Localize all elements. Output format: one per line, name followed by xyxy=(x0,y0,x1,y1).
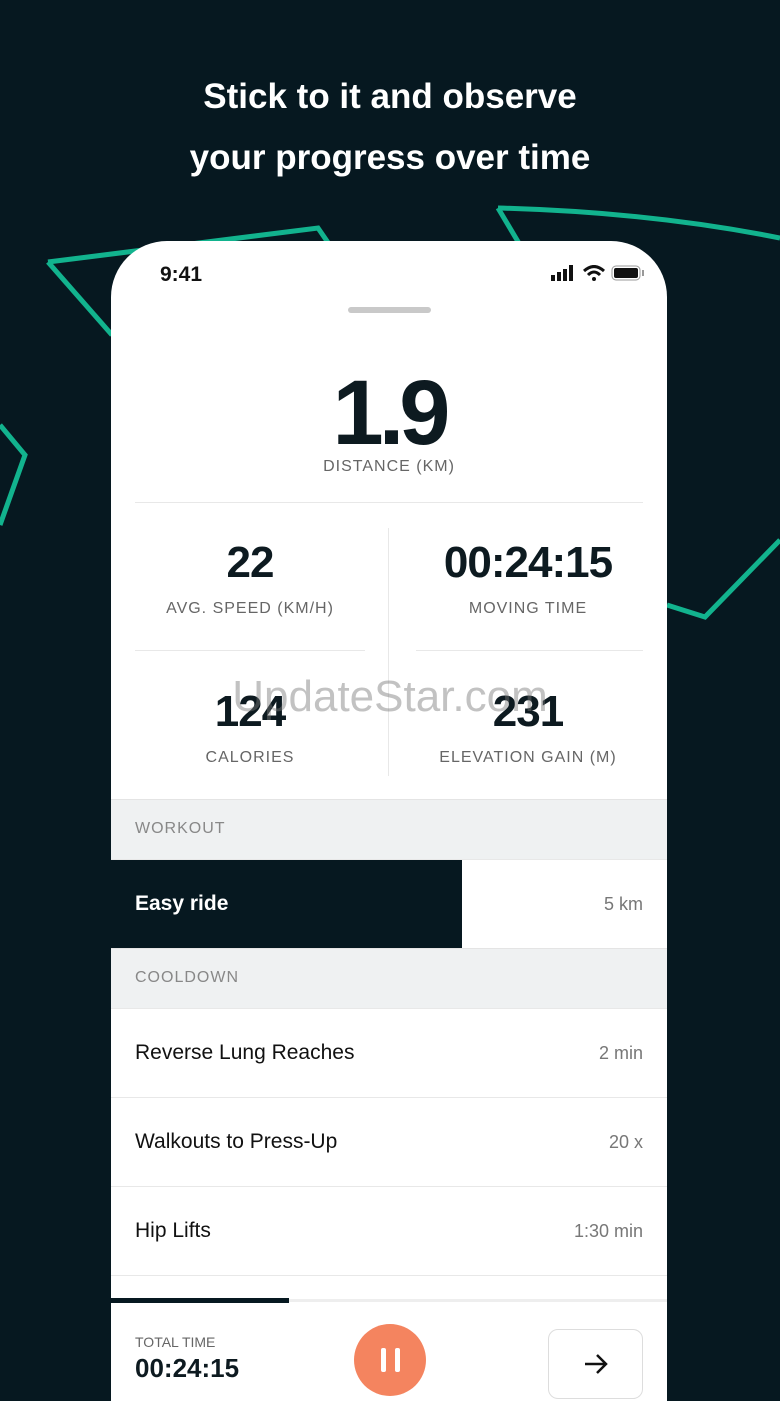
section-header-cooldown: COOLDOWN xyxy=(111,948,667,1008)
total-time-value: 00:24:15 xyxy=(135,1353,240,1383)
next-button[interactable] xyxy=(548,1329,643,1399)
pause-icon xyxy=(380,1348,386,1372)
distance-value: 1.9 xyxy=(332,362,451,464)
list-item-partial xyxy=(111,1275,667,1305)
list-item-active[interactable]: Easy ride 5 km xyxy=(111,859,667,948)
drag-handle[interactable] xyxy=(348,307,431,313)
stat-moving-time: 00:24:15 MOVING TIME xyxy=(443,538,613,617)
list-item[interactable]: Walkouts to Press-Up 20 x xyxy=(111,1097,667,1186)
phone-screen: 9:41 1.9 DISTANCE (KM) 22 AVG. SPEED (KM/… xyxy=(111,241,667,1401)
arrow-right-icon xyxy=(584,1354,608,1374)
progress-fill xyxy=(111,1298,289,1303)
divider xyxy=(388,528,389,776)
status-icons xyxy=(551,265,645,281)
status-time: 9:41 xyxy=(160,263,203,286)
divider xyxy=(135,650,365,651)
headline: Stick to it and observe your progress ov… xyxy=(189,77,591,177)
divider xyxy=(416,650,643,651)
stat-avg-speed: 22 AVG. SPEED (KM/H) xyxy=(166,538,334,617)
total-time-label: TOTAL TIME xyxy=(135,1334,216,1350)
pause-button[interactable] xyxy=(354,1324,426,1396)
stat-elevation: 231 ELEVATION GAIN (M) xyxy=(439,687,617,766)
wifi-icon xyxy=(583,265,605,281)
list-item[interactable]: Hip Lifts 1:30 min xyxy=(111,1186,667,1275)
progress-bar xyxy=(111,1298,667,1303)
section-header-workout: WORKOUT xyxy=(111,799,667,859)
signal-icon xyxy=(551,265,573,281)
divider xyxy=(135,502,643,503)
pause-icon xyxy=(394,1348,400,1372)
stat-calories: 124 CALORIES xyxy=(205,687,295,766)
distance-label: DISTANCE (KM) xyxy=(323,458,455,475)
battery-icon xyxy=(611,265,644,281)
list-item[interactable]: Reverse Lung Reaches 2 min xyxy=(111,1008,667,1097)
